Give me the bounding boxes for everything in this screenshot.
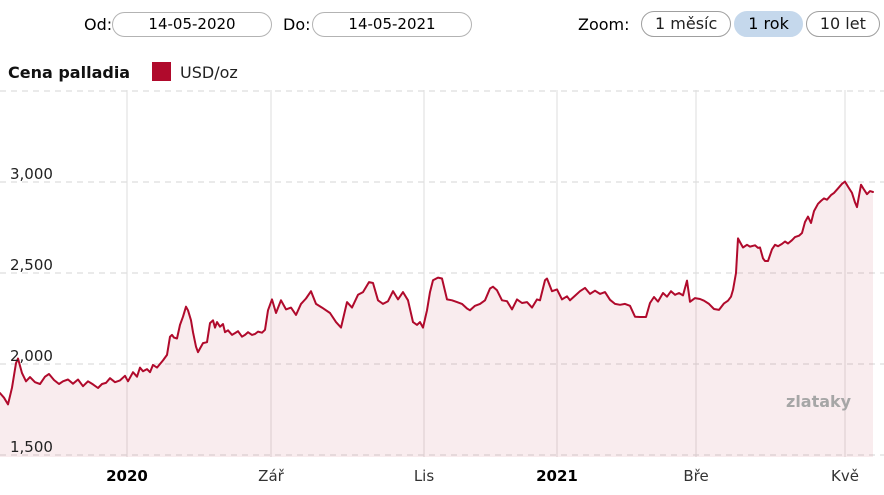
x-tick-label-2021-03: Bře — [683, 467, 709, 485]
zoom-label: Zoom: — [578, 15, 630, 34]
zoom-button-10-let[interactable]: 10 let — [805, 11, 880, 37]
x-tick-label-2021-05: Kvě — [831, 467, 859, 485]
chart-plot-area[interactable] — [0, 88, 884, 463]
price-area-fill — [0, 181, 873, 457]
legend-series-label[interactable]: USD/oz — [180, 63, 238, 82]
zoom-button-1-měsíc[interactable]: 1 měsíc — [641, 11, 732, 37]
x-tick-label-2020-07: 2020 — [106, 467, 148, 485]
y-tick-label-1500: 1,500 — [10, 438, 53, 456]
to-label: Do: — [283, 15, 311, 34]
zoom-button-group: 1 měsíc 1 rok 10 let — [641, 11, 880, 37]
watermark: zlataky — [786, 392, 852, 411]
legend-swatch-icon — [152, 62, 171, 81]
y-tick-label-2000: 2,000 — [10, 347, 53, 365]
to-date-input[interactable]: 14-05-2021 — [312, 12, 472, 37]
chart-title: Cena palladia — [8, 63, 131, 82]
x-tick-label-2020-09: Zář — [258, 467, 284, 485]
x-tick-label-2021-01: 2021 — [536, 467, 578, 485]
zoom-button-1-rok[interactable]: 1 rok — [734, 11, 803, 37]
from-label: Od: — [84, 15, 113, 34]
y-tick-label-3000: 3,000 — [10, 165, 53, 183]
x-tick-label-2020-11: Lis — [413, 467, 435, 485]
from-date-input[interactable]: 14-05-2020 — [112, 12, 272, 37]
y-tick-label-2500: 2,500 — [10, 256, 53, 274]
price-line-series — [0, 180, 874, 406]
